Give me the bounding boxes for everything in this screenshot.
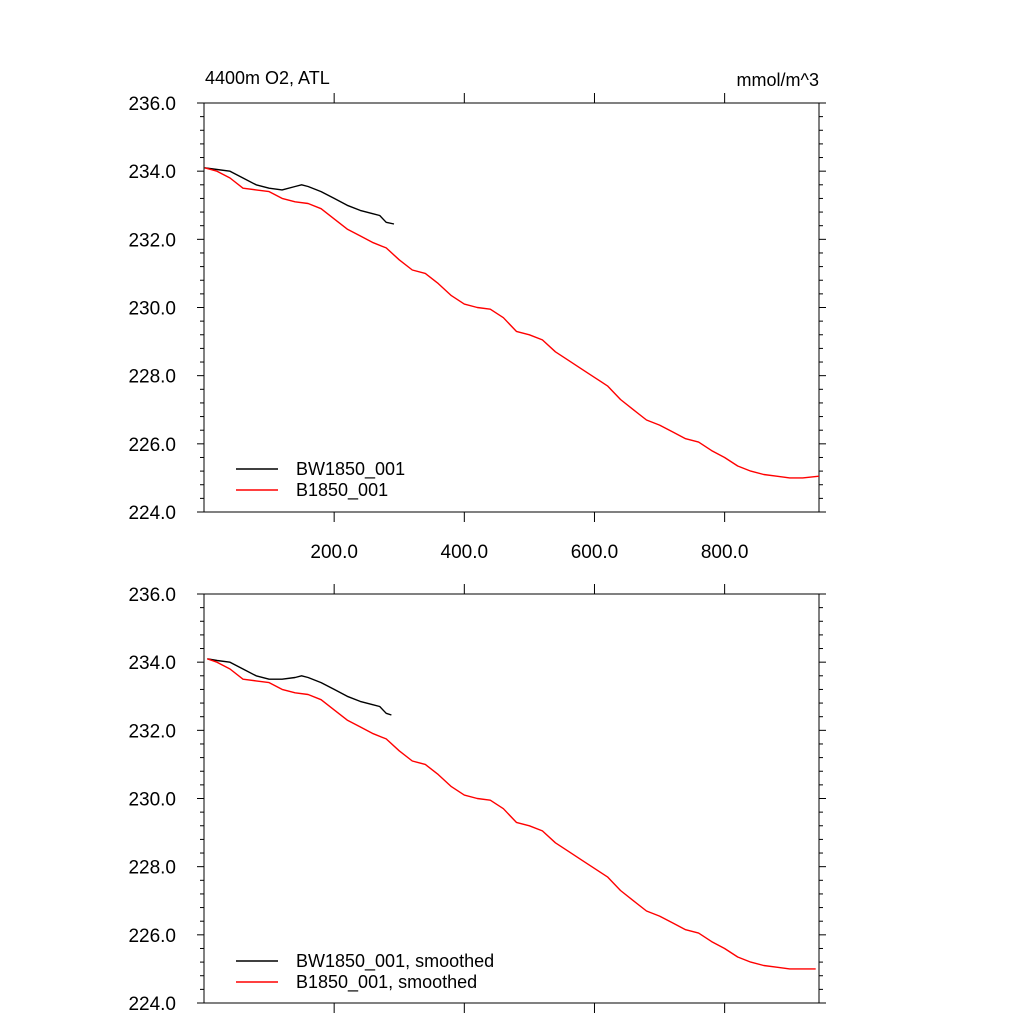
y-tick-label: 236.0 <box>128 585 176 606</box>
series-line-red <box>207 658 816 970</box>
series-line-black <box>204 167 395 225</box>
x-tick-label: 200.0 <box>310 542 358 563</box>
y-tick-label: 234.0 <box>128 653 176 674</box>
y-tick-label: 228.0 <box>128 858 176 879</box>
legend-label: BW1850_001 <box>296 459 405 480</box>
y-tick-label: 230.0 <box>128 790 176 811</box>
y-tick-label: 232.0 <box>128 721 176 742</box>
x-tick-label: 600.0 <box>571 542 619 563</box>
x-tick-label: 400.0 <box>441 542 489 563</box>
y-tick-label: 224.0 <box>128 994 176 1015</box>
panel-title-left: 4400m O2, ATL <box>205 68 330 88</box>
bottom-panel: 224.0 226.0 228.0 230.0 232.0 234.0 236.0 BW185… <box>128 584 826 1015</box>
series-line-black <box>207 658 392 716</box>
panel-units-label: mmol/m^3 <box>737 70 819 90</box>
legend-label: B1850_001 <box>296 480 388 501</box>
x-tick-label: 800.0 <box>701 542 749 563</box>
top-panel: 4400m O2, ATL mmol/m^3 224.0 226.0 228.0 23… <box>128 68 826 563</box>
y-tick-label: 230.0 <box>128 299 176 320</box>
y-tick-label: 224.0 <box>128 503 176 524</box>
y-tick-label: 226.0 <box>128 435 176 456</box>
y-tick-label: 236.0 <box>128 94 176 115</box>
legend-label: B1850_001, smoothed <box>296 972 477 993</box>
y-tick-label: 228.0 <box>128 367 176 388</box>
series-line-red <box>204 167 820 479</box>
legend-label: BW1850_001, smoothed <box>296 951 494 972</box>
y-tick-label: 226.0 <box>128 926 176 947</box>
y-tick-label: 232.0 <box>128 230 176 251</box>
y-tick-label: 234.0 <box>128 162 176 183</box>
